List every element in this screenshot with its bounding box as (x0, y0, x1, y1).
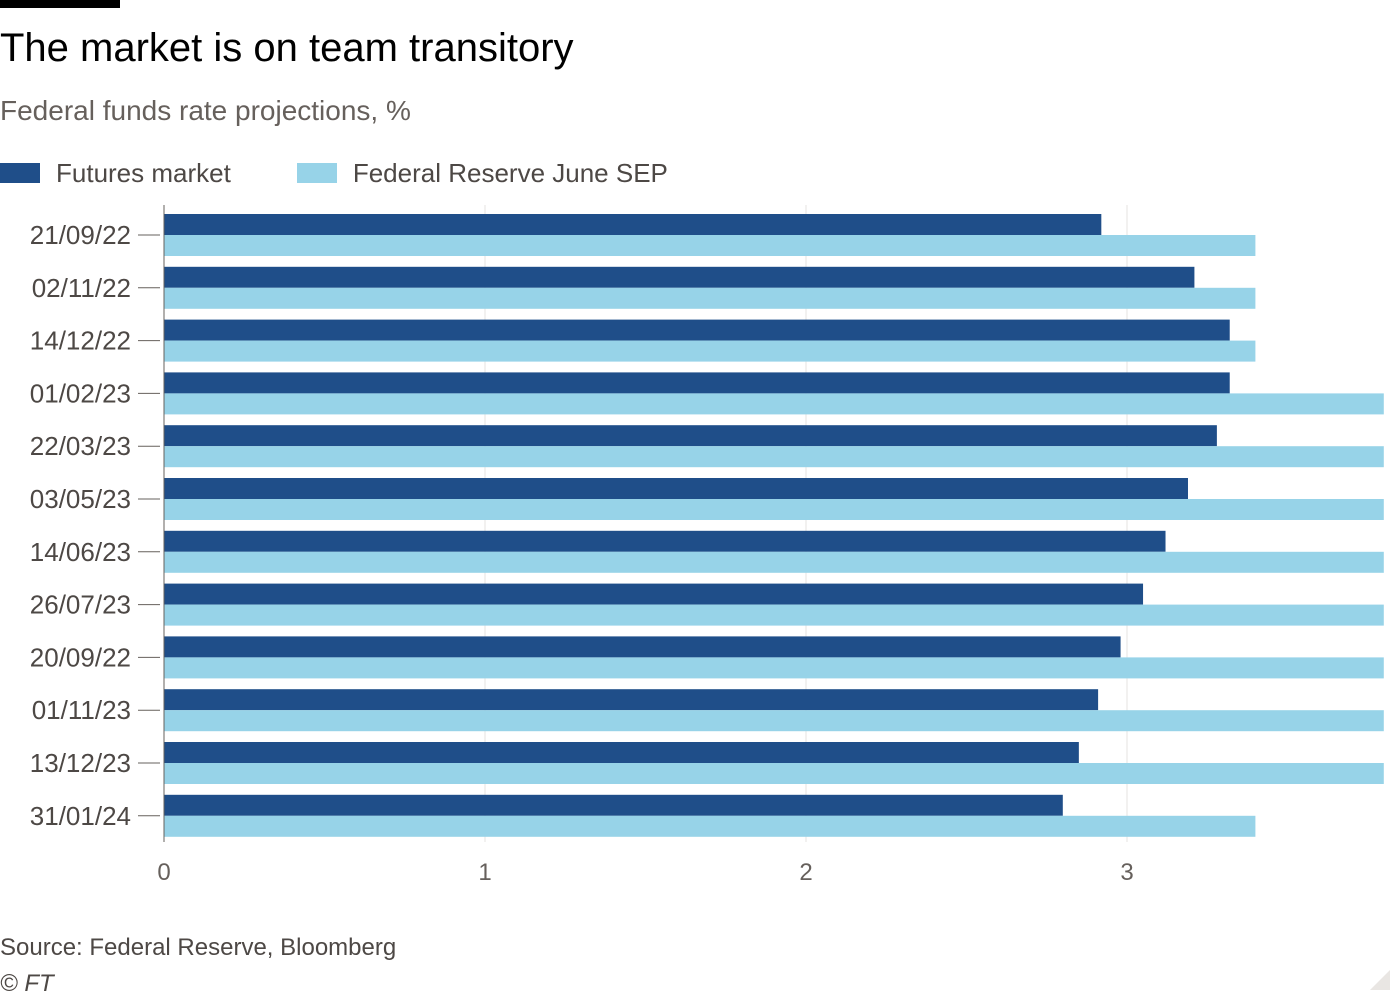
chart-subtitle: Federal funds rate projections, % (0, 95, 411, 126)
fed-sep-bar (164, 287, 1256, 309)
fed-sep-bar (164, 393, 1384, 415)
futures-bar (164, 478, 1188, 499)
fed-sep-bar (164, 815, 1256, 837)
futures-bar (164, 372, 1230, 394)
futures-bar (164, 583, 1144, 605)
futures-bar (164, 425, 1217, 447)
corner-mark (1370, 970, 1390, 990)
legend: Futures market Federal Reserve June SEP (0, 157, 734, 189)
category-label: 20/09/22 (30, 642, 131, 672)
futures-bar (164, 794, 1063, 816)
fed-sep-bar (164, 657, 1384, 679)
legend-swatch-fed (296, 163, 337, 183)
futures-bar (164, 266, 1195, 288)
x-tick-label: 0 (157, 859, 170, 886)
fed-sep-bar (164, 340, 1256, 362)
fed-sep-bar (164, 763, 1384, 784)
category-label: 03/05/23 (30, 484, 131, 514)
copyright-note: © FT (0, 970, 54, 997)
futures-bar (164, 214, 1102, 235)
futures-bar (164, 636, 1121, 658)
chart-title: The market is on team transitory (0, 26, 574, 70)
fed-sep-bar (164, 235, 1256, 256)
futures-bar (164, 689, 1099, 711)
category-label: 01/02/23 (30, 378, 131, 408)
category-label: 21/09/22 (30, 220, 131, 250)
legend-item-futures: Futures market (0, 158, 231, 189)
fed-sep-bar (164, 710, 1384, 732)
futures-bar (164, 319, 1230, 341)
category-label: 26/07/23 (30, 590, 131, 620)
category-label: 22/03/23 (30, 431, 131, 461)
futures-bar (164, 530, 1166, 552)
category-label: 31/01/24 (30, 801, 131, 831)
category-label: 13/12/23 (30, 748, 131, 778)
legend-item-fed: Federal Reserve June SEP (296, 157, 668, 189)
legend-swatch-futures (0, 163, 40, 183)
fed-sep-bar (164, 551, 1384, 573)
category-label: 01/11/23 (32, 695, 131, 725)
source-note: Source: Federal Reserve, Bloomberg (0, 934, 397, 961)
futures-bar (164, 742, 1079, 763)
category-label: 14/06/23 (30, 537, 131, 567)
category-label: 02/11/22 (32, 273, 131, 303)
legend-label-fed: Federal Reserve June SEP (352, 157, 668, 188)
x-tick-label: 2 (799, 859, 812, 886)
fed-sep-bar (164, 446, 1384, 468)
fed-sep-bar (164, 499, 1384, 520)
fed-sep-bar (164, 604, 1384, 626)
bar-chart: 0 1 2 3 21/09/22 02/11/22 14/12/22 01/02/23 22/0… (30, 205, 1384, 886)
x-tick-label: 3 (1120, 859, 1133, 886)
top-rule (0, 0, 120, 8)
category-label: 14/12/22 (30, 326, 131, 356)
legend-label-futures: Futures market (56, 157, 231, 188)
x-tick-label: 1 (478, 859, 491, 886)
